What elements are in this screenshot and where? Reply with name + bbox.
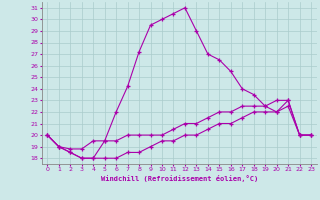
X-axis label: Windchill (Refroidissement éolien,°C): Windchill (Refroidissement éolien,°C) — [100, 175, 258, 182]
